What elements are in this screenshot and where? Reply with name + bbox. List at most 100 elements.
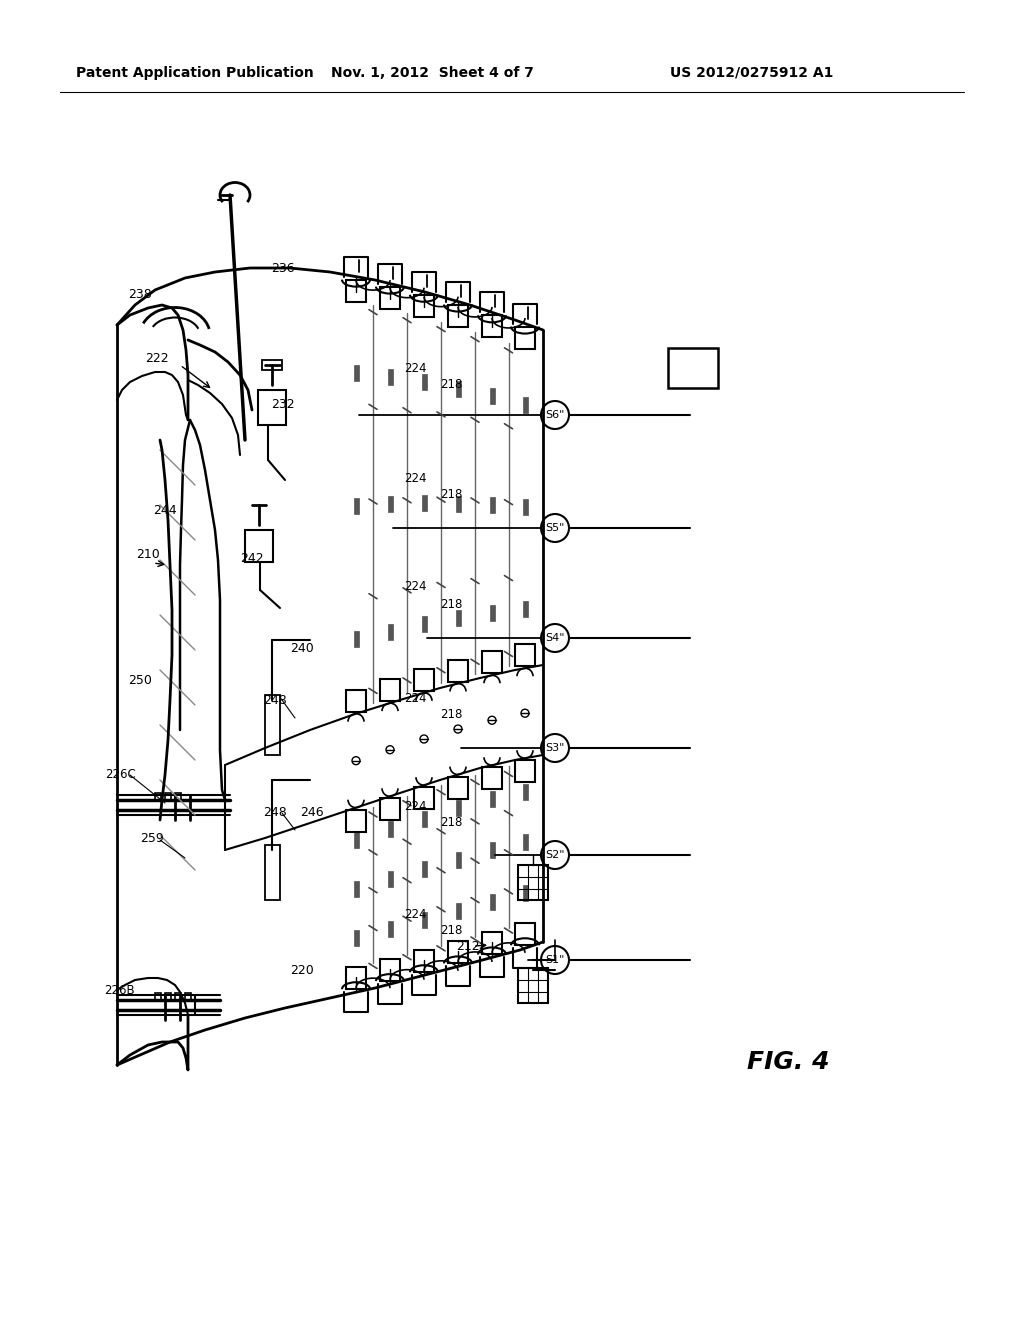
Text: 250: 250	[128, 673, 152, 686]
Text: 218: 218	[440, 488, 462, 502]
Text: S5": S5"	[546, 523, 564, 533]
Bar	[346, 968, 366, 989]
Bar	[482, 767, 502, 789]
Bar	[523, 601, 528, 618]
Bar	[449, 305, 468, 326]
Bar	[265, 696, 280, 755]
Bar	[456, 610, 461, 626]
Text: US 2012/0275912 A1: US 2012/0275912 A1	[671, 66, 834, 81]
Text: 210: 210	[136, 549, 160, 561]
Bar	[523, 397, 528, 413]
Bar	[388, 871, 393, 887]
Bar	[490, 894, 495, 909]
Bar	[165, 793, 171, 800]
Bar	[456, 381, 461, 397]
Bar	[388, 821, 393, 837]
Bar	[354, 832, 359, 847]
Bar	[422, 912, 427, 928]
Bar	[388, 921, 393, 937]
Text: 248: 248	[263, 807, 287, 820]
Bar	[482, 315, 502, 338]
Bar	[422, 495, 427, 511]
Bar	[388, 370, 393, 385]
Text: S1": S1"	[546, 954, 564, 965]
Bar	[175, 793, 181, 800]
Bar	[518, 968, 548, 1003]
Bar	[490, 842, 495, 858]
Circle shape	[386, 746, 394, 754]
Text: 224: 224	[403, 471, 426, 484]
Bar	[456, 851, 461, 867]
Text: S2": S2"	[545, 850, 565, 861]
Text: 226C: 226C	[104, 768, 135, 781]
Bar	[165, 993, 171, 1001]
Bar	[449, 776, 468, 799]
Bar	[518, 865, 548, 900]
Text: 240: 240	[290, 642, 314, 655]
Text: 218: 218	[440, 816, 462, 829]
Bar	[422, 375, 427, 391]
Text: 222: 222	[145, 351, 169, 364]
Bar	[354, 498, 359, 515]
Bar	[523, 499, 528, 515]
Circle shape	[454, 725, 462, 733]
Bar	[155, 793, 161, 800]
Text: 224: 224	[403, 692, 426, 705]
Bar	[490, 496, 495, 512]
Bar	[354, 366, 359, 381]
Bar	[380, 799, 400, 820]
Text: 232: 232	[271, 399, 295, 412]
Bar	[490, 791, 495, 807]
Bar	[380, 960, 400, 981]
Text: 242: 242	[241, 552, 264, 565]
Bar	[523, 834, 528, 850]
Bar	[354, 929, 359, 946]
Bar	[456, 903, 461, 919]
Bar	[265, 845, 280, 900]
Bar	[380, 678, 400, 701]
Text: 224: 224	[403, 581, 426, 594]
Bar	[245, 531, 273, 562]
Text: 259: 259	[140, 832, 164, 845]
Bar	[490, 605, 495, 622]
Circle shape	[420, 735, 428, 743]
Bar	[515, 760, 535, 783]
Bar	[346, 809, 366, 832]
Text: 220: 220	[290, 964, 314, 977]
Bar	[482, 932, 502, 954]
Text: 218: 218	[440, 709, 462, 722]
Text: Patent Application Publication: Patent Application Publication	[76, 66, 314, 81]
Text: 246: 246	[300, 807, 324, 820]
Bar	[388, 623, 393, 639]
Text: 218: 218	[440, 598, 462, 610]
Bar	[262, 360, 282, 370]
Text: 244: 244	[154, 503, 177, 516]
Bar	[490, 388, 495, 404]
Text: 224: 224	[403, 908, 426, 921]
Bar	[515, 644, 535, 667]
Text: 218: 218	[440, 924, 462, 936]
Bar	[258, 389, 286, 425]
Circle shape	[521, 709, 529, 717]
Bar	[456, 495, 461, 512]
Text: S3": S3"	[546, 743, 564, 752]
Text: 218: 218	[440, 379, 462, 392]
Bar	[155, 993, 161, 1001]
Text: 238: 238	[128, 289, 152, 301]
Bar	[346, 689, 366, 711]
Bar	[380, 286, 400, 309]
Text: 226B: 226B	[103, 983, 134, 997]
Text: Nov. 1, 2012  Sheet 4 of 7: Nov. 1, 2012 Sheet 4 of 7	[331, 66, 534, 81]
Text: 224: 224	[403, 800, 426, 813]
Bar	[185, 993, 191, 1001]
Bar	[523, 784, 528, 800]
Bar	[422, 810, 427, 826]
Text: 236: 236	[271, 261, 295, 275]
Bar	[456, 800, 461, 816]
Text: 248: 248	[263, 693, 287, 706]
Bar	[354, 631, 359, 647]
Text: FIG. 4: FIG. 4	[746, 1049, 829, 1074]
Text: S4": S4"	[545, 634, 565, 643]
Bar	[414, 294, 434, 317]
Bar	[422, 861, 427, 878]
